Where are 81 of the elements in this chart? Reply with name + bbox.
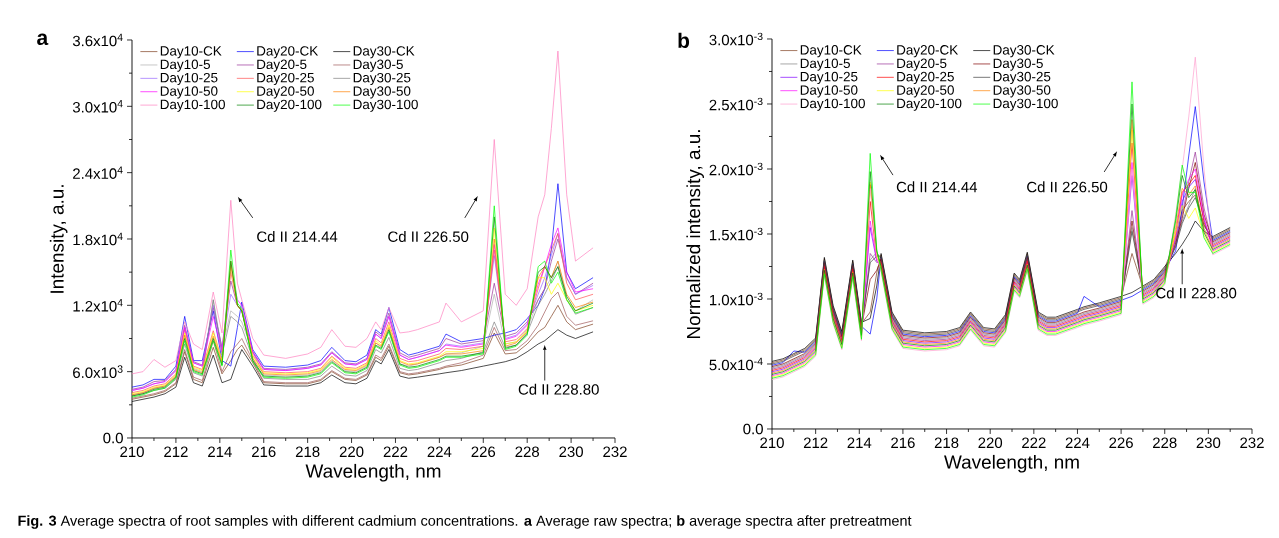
legend-label: Day10-5 [800,58,850,71]
legend-label: Day10-CK [160,46,222,59]
legend-label: Day20-5 [897,58,947,71]
y-tick-label: 3.0x10$^{4}$ [72,100,123,113]
y-tick-label: 3.6x10$^{4}$ [72,33,123,47]
y-axis-title: Normalized intensity, a.u. [686,130,704,338]
x-tick-label: 220 [978,437,1003,449]
legend-label: Day20-100 [257,99,322,112]
chart-title: a [37,33,49,46]
y-tick-label: 3.0x10$^{-3}$ [709,32,763,46]
legend-label: Day10-100 [160,99,225,112]
x-tick-label: 226 [1109,437,1133,449]
legend-label: Day30-25 [353,72,411,86]
legend-label: Day20-50 [897,85,954,98]
x-tick-label: 224 [1065,437,1090,448]
y-tick-label: 2.0x10$^{-3}$ [709,162,763,176]
x-tick-label: 214 [208,446,232,457]
legend-label: Day30-100 [353,99,418,112]
chart-title: b [678,32,690,48]
x-tick-label: 224 [427,446,452,457]
x-tick-label: 222 [383,446,408,457]
x-tick-label: 226 [471,446,496,458]
x-tick-label: 228 [515,446,539,458]
annotation: Cd II 214.44 [257,231,338,242]
legend-label: Day10-100 [800,98,865,111]
legend-label: Day30-5 [993,58,1043,71]
x-axis-title: Wavelength, nm [944,454,1079,473]
x-tick-label: 210 [120,446,144,458]
x-tick-label: 230 [1196,437,1221,449]
x-tick-label: 218 [934,437,959,449]
annotation: Cd II 214.44 [896,181,978,193]
x-tick-label: 222 [1022,437,1046,448]
x-tick-label: 230 [559,446,583,458]
legend-label: Day10-25 [160,72,218,86]
annotation: Cd II 228.80 [518,383,599,395]
legend-label: Day20-CK [257,46,319,59]
y-tick-label: 2.4x10$^{4}$ [73,166,123,179]
x-tick-label: 212 [164,446,188,457]
legend-label: Day30-50 [993,85,1051,98]
y-tick-label: 6.0x10$^{3}$ [73,365,123,378]
legend-label: Day30-CK [993,45,1055,58]
y-tick-label: 1.2x10$^{4}$ [73,299,123,312]
legend-label: Day30-100 [993,98,1058,111]
y-tick-label: 2.5x10$^{-3}$ [709,97,763,111]
y-tick-label: 0.0 [743,423,763,435]
legend-label: Day10-25 [800,71,858,85]
text: Fig. 3 Average spectra of root samples with different cadmium concentrations. a Average raw spectra; b average spectra after pretreatment [18,515,912,529]
x-tick-label: 218 [295,446,320,458]
annotation: Cd II 228.80 [1156,287,1237,299]
legend-label: Day30-5 [353,59,403,72]
legend-label: Day20-25 [257,72,314,86]
x-tick-label: 212 [803,437,828,448]
legend-label: Day20-5 [257,59,307,72]
annotation: Cd II 226.50 [1027,181,1108,193]
legend-label: Day20-100 [897,98,962,111]
y-axis-title: Intensity, a.u. [49,185,68,293]
x-tick-label: 228 [1153,437,1177,449]
y-tick-label: 1.0x10$^{-3}$ [709,292,763,306]
legend-label: Day10-5 [160,59,210,72]
x-axis-title: Wavelength, nm [305,463,441,482]
legend-label: Day10-CK [800,45,862,58]
annotation: Cd II 226.50 [388,231,469,242]
y-tick-label: 5.0x10$^{-4}$ [709,357,763,371]
y-tick-label: 1.5x10$^{-3}$ [709,227,763,241]
y-tick-label: 1.8x10$^{4}$ [73,232,123,246]
x-tick-label: 220 [339,446,364,458]
legend-label: Day30-CK [353,46,415,59]
legend-label: Day10-50 [160,86,218,99]
legend-label: Day30-50 [353,86,411,99]
legend-label: Day20-CK [897,45,959,58]
legend-label: Day10-50 [800,85,858,98]
x-tick-label: 232 [1240,437,1264,449]
x-tick-label: 214 [847,437,872,448]
legend-label: Day30-25 [993,71,1051,85]
x-tick-label: 216 [252,446,276,458]
y-tick-label: 0.0 [103,432,123,444]
legend-label: Day20-50 [257,86,314,99]
x-tick-label: 232 [603,446,627,458]
x-tick-label: 216 [891,437,915,449]
legend-label: Day20-25 [897,71,954,85]
x-tick-label: 210 [760,437,784,449]
